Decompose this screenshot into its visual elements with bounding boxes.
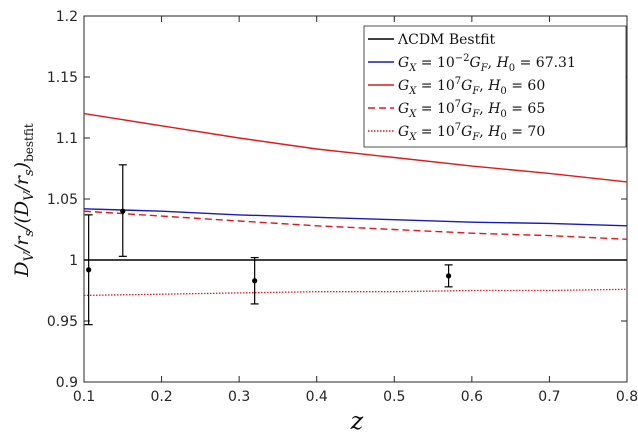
x-axis-label: z	[350, 407, 364, 435]
x-tick-label: 0.8	[616, 389, 638, 405]
series-line-1	[83, 208, 628, 227]
y-tick-label: 0.9	[56, 375, 78, 391]
x-tick-label: 0.2	[150, 389, 172, 405]
legend-label-4: GX = 107GF, H0 = 70	[398, 122, 545, 143]
legend-label-0: ΛCDM Bestfit	[397, 32, 496, 48]
data-point-0	[86, 267, 92, 273]
x-tick-label: 0.1	[73, 389, 95, 405]
y-tick-label: 0.95	[47, 314, 78, 330]
data-points-layer	[84, 164, 453, 326]
legend-label-2: GX = 107GF, H0 = 60	[398, 76, 545, 97]
data-point-2	[252, 278, 258, 284]
x-tick-label: 0.7	[538, 389, 560, 405]
data-point-1	[120, 208, 126, 214]
x-tick-label: 0.4	[306, 389, 328, 405]
x-tick-label: 0.5	[383, 389, 405, 405]
y-tick-label: 1.05	[47, 192, 78, 208]
y-tick-label: 1	[69, 253, 78, 269]
data-point-3	[445, 273, 452, 279]
legend-box	[363, 25, 627, 148]
series-line-4	[83, 288, 628, 297]
series-line-3	[83, 210, 628, 240]
x-tick-label: 0.6	[461, 389, 483, 405]
y-tick-label: 1.15	[47, 70, 78, 86]
y-axis-label: DV/rs/(DV/rs)bestfit	[11, 123, 37, 278]
series-line-2	[83, 112, 628, 183]
series-layer	[83, 112, 628, 297]
axis-ticks: 0.1 0.2 0.3 0.4 0.5 0.6 0.7 0.8 0.9 0.95 1 1.05 1.1 1…	[47, 9, 638, 405]
y-tick-label: 1.2	[56, 9, 78, 25]
y-tick-label: 1.1	[56, 131, 78, 147]
x-tick-label: 0.3	[228, 389, 250, 405]
svg-text:DV/rs/(DV/rs)bestfit: DV/rs/(DV/rs)bestfit	[11, 123, 37, 278]
legend-label-1: GX = 10−2GF, H0 = 67.31	[398, 53, 576, 74]
legend-label-3: GX = 107GF, H0 = 65	[398, 99, 545, 120]
